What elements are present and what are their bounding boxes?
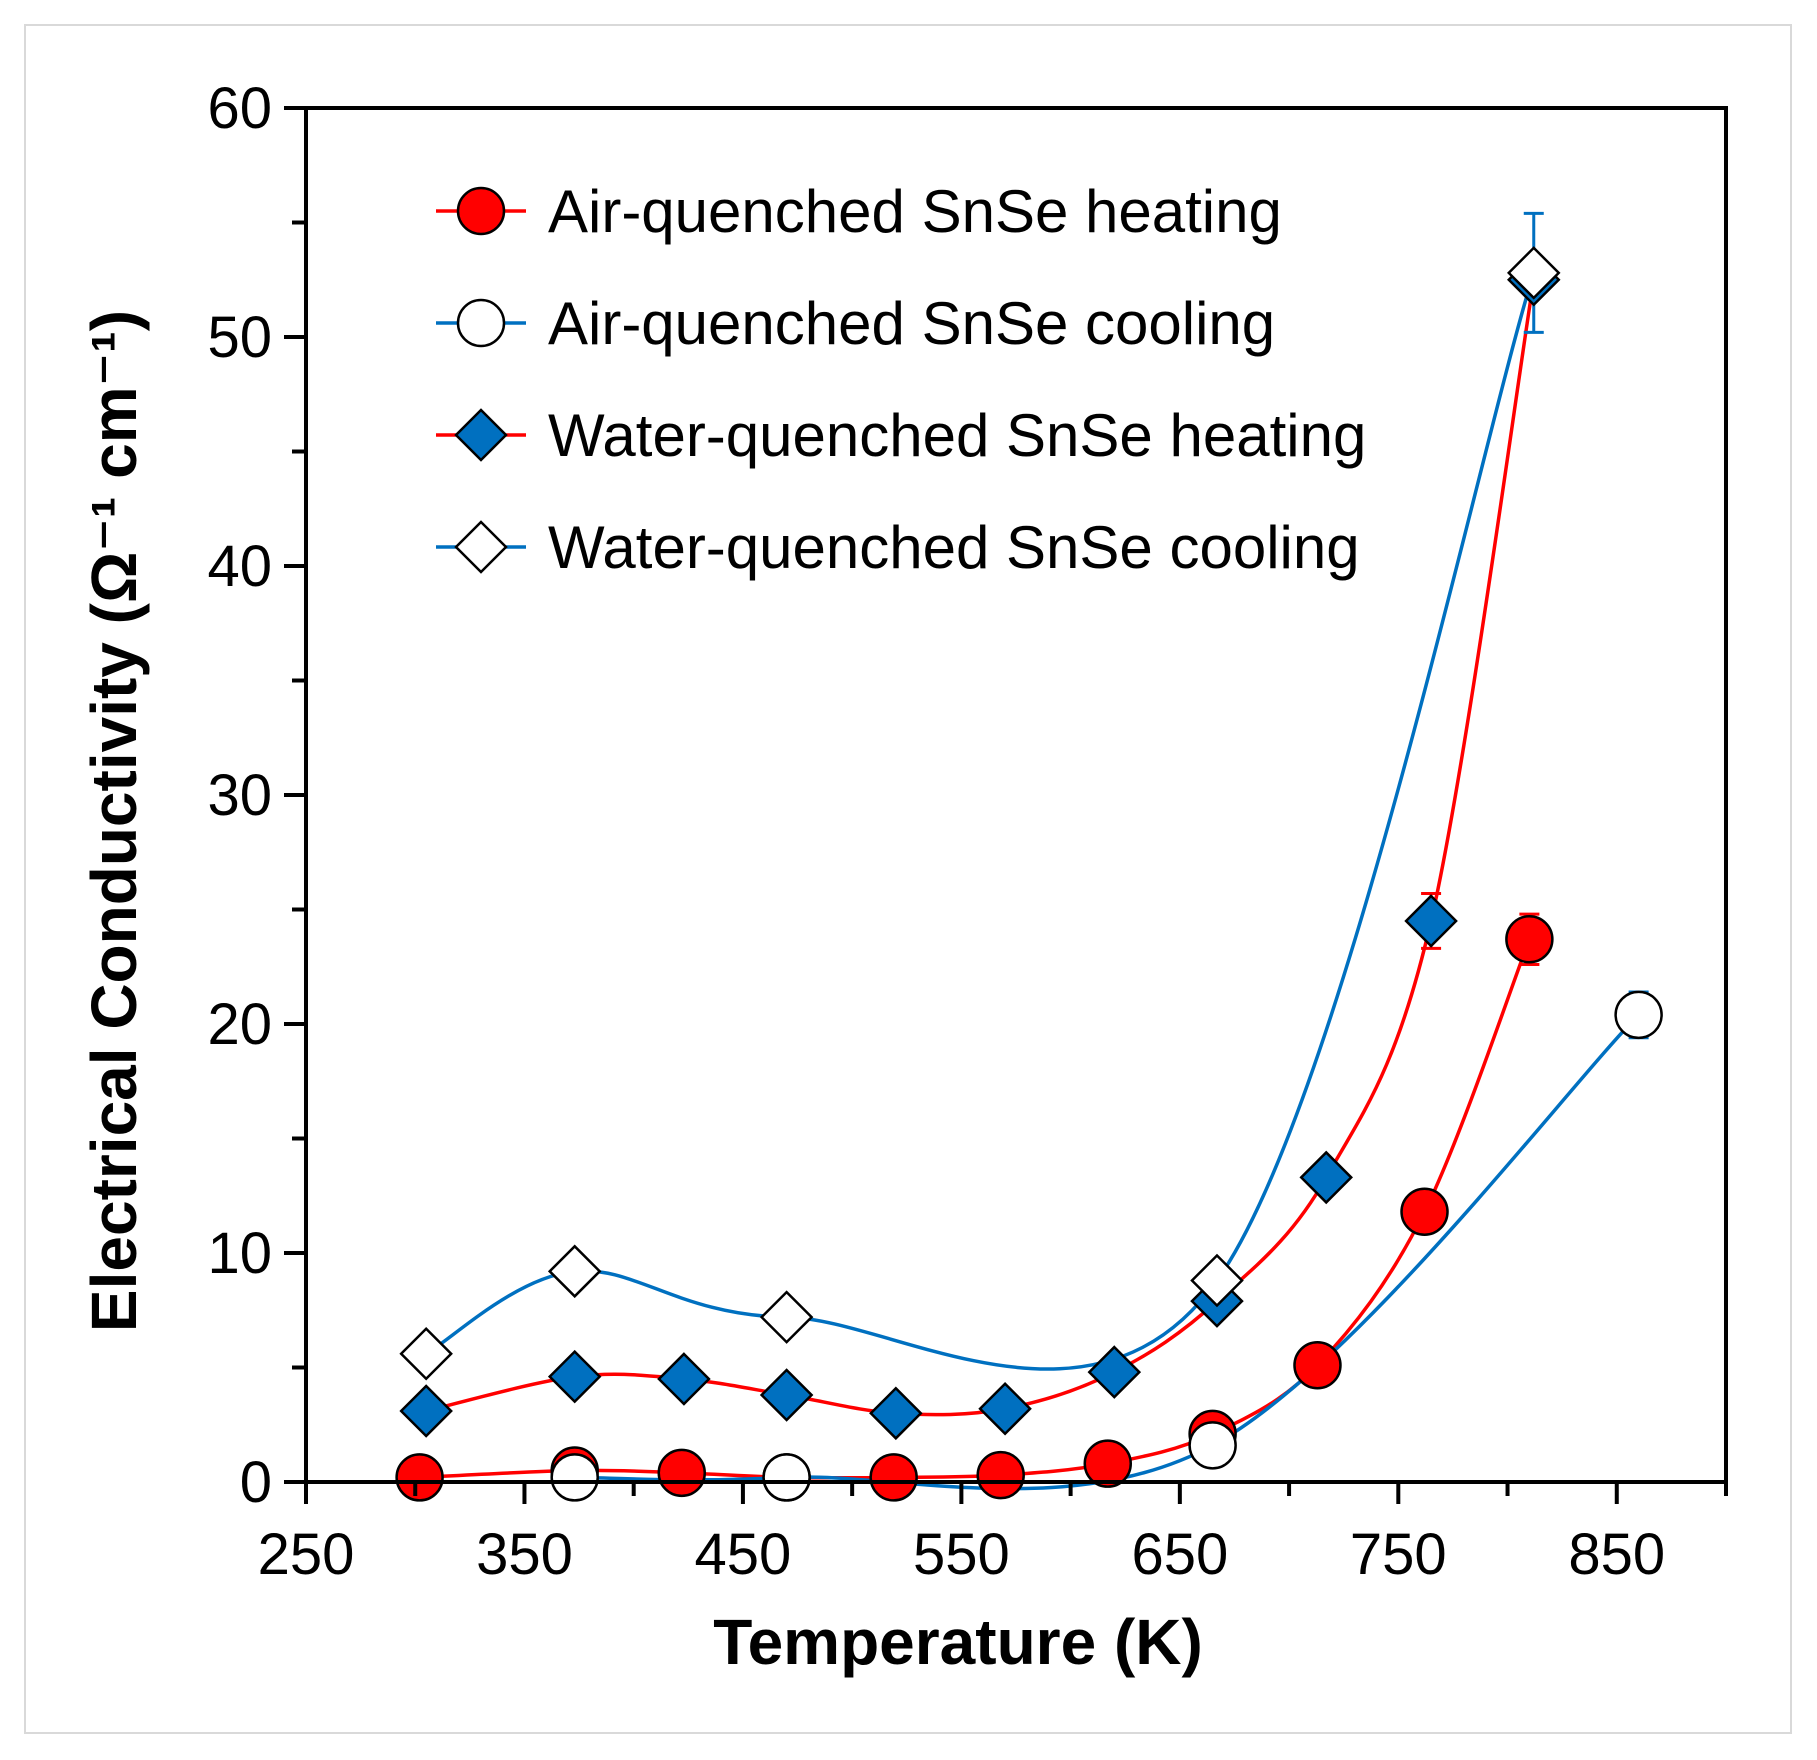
y-tick-label: 50 <box>207 305 272 370</box>
legend-label-2: Water-quenched SnSe heating <box>548 402 1366 469</box>
series-2-point <box>1406 896 1456 946</box>
x-axis-title: Temperature (K) <box>713 1606 1203 1678</box>
y-tick-label: 20 <box>207 992 272 1057</box>
legend-label-0: Air-quenched SnSe heating <box>548 178 1282 245</box>
x-tick-label: 850 <box>1568 1522 1665 1587</box>
series-2-point <box>659 1354 709 1404</box>
legend-marker-3 <box>456 522 506 572</box>
x-tick-label: 450 <box>695 1522 792 1587</box>
series-0-point <box>1506 916 1552 962</box>
series-1-point <box>764 1454 810 1500</box>
series-0-point <box>397 1454 443 1500</box>
errorbars-layer <box>1421 213 1649 1037</box>
series-1-point <box>552 1454 598 1500</box>
x-tick-label: 650 <box>1131 1522 1228 1587</box>
legend: Air-quenched SnSe heating Air-quenched Sn… <box>436 178 1366 581</box>
legend-marker-0 <box>458 188 504 234</box>
series-0-line <box>420 939 1530 1478</box>
x-tick-label: 350 <box>476 1522 573 1587</box>
series-2-point <box>980 1384 1030 1434</box>
legend-label-1: Air-quenched SnSe cooling <box>548 290 1275 357</box>
series-3-point <box>762 1292 812 1342</box>
legend-label-3: Water-quenched SnSe cooling <box>548 514 1360 581</box>
series-2-point <box>401 1386 451 1436</box>
series-0-point <box>1085 1441 1131 1487</box>
legend-marker-2 <box>456 410 506 460</box>
series-0-point <box>871 1454 917 1500</box>
y-tick-label: 60 <box>207 76 272 141</box>
series-0-point <box>1294 1342 1340 1388</box>
x-tick-label: 750 <box>1350 1522 1447 1587</box>
series-2-point <box>762 1370 812 1420</box>
series-1-point <box>1190 1422 1236 1468</box>
series-2-point <box>1089 1347 1139 1397</box>
series-0-point <box>659 1450 705 1496</box>
y-tick-label: 10 <box>207 1221 272 1286</box>
x-tick-label: 550 <box>913 1522 1010 1587</box>
series-2-point <box>871 1388 921 1438</box>
y-tick-label: 40 <box>207 534 272 599</box>
series-1-line <box>575 1015 1639 1489</box>
series-2-point <box>1301 1152 1351 1202</box>
x-tick-label: 250 <box>258 1522 355 1587</box>
series-3-point <box>1509 248 1559 298</box>
figure-frame: 0 10 20 30 40 50 60 250 350 450 550 650 750 850 Air-q… <box>24 24 1792 1734</box>
legend-marker-1 <box>458 300 504 346</box>
series-0-point <box>978 1452 1024 1498</box>
y-axis-title: Electrical Conductivity (Ω⁻¹ cm⁻¹) <box>78 310 150 1332</box>
y-tick-label: 30 <box>207 763 272 828</box>
series-3-point <box>550 1246 600 1296</box>
series-3-point <box>401 1329 451 1379</box>
series-2-point <box>550 1352 600 1402</box>
y-tick-label: 0 <box>240 1450 272 1515</box>
conductivity-chart: 0 10 20 30 40 50 60 250 350 450 550 650 750 850 Air-q… <box>26 26 1790 1732</box>
series-0-point <box>1402 1189 1448 1235</box>
series-1-point <box>1616 992 1662 1038</box>
